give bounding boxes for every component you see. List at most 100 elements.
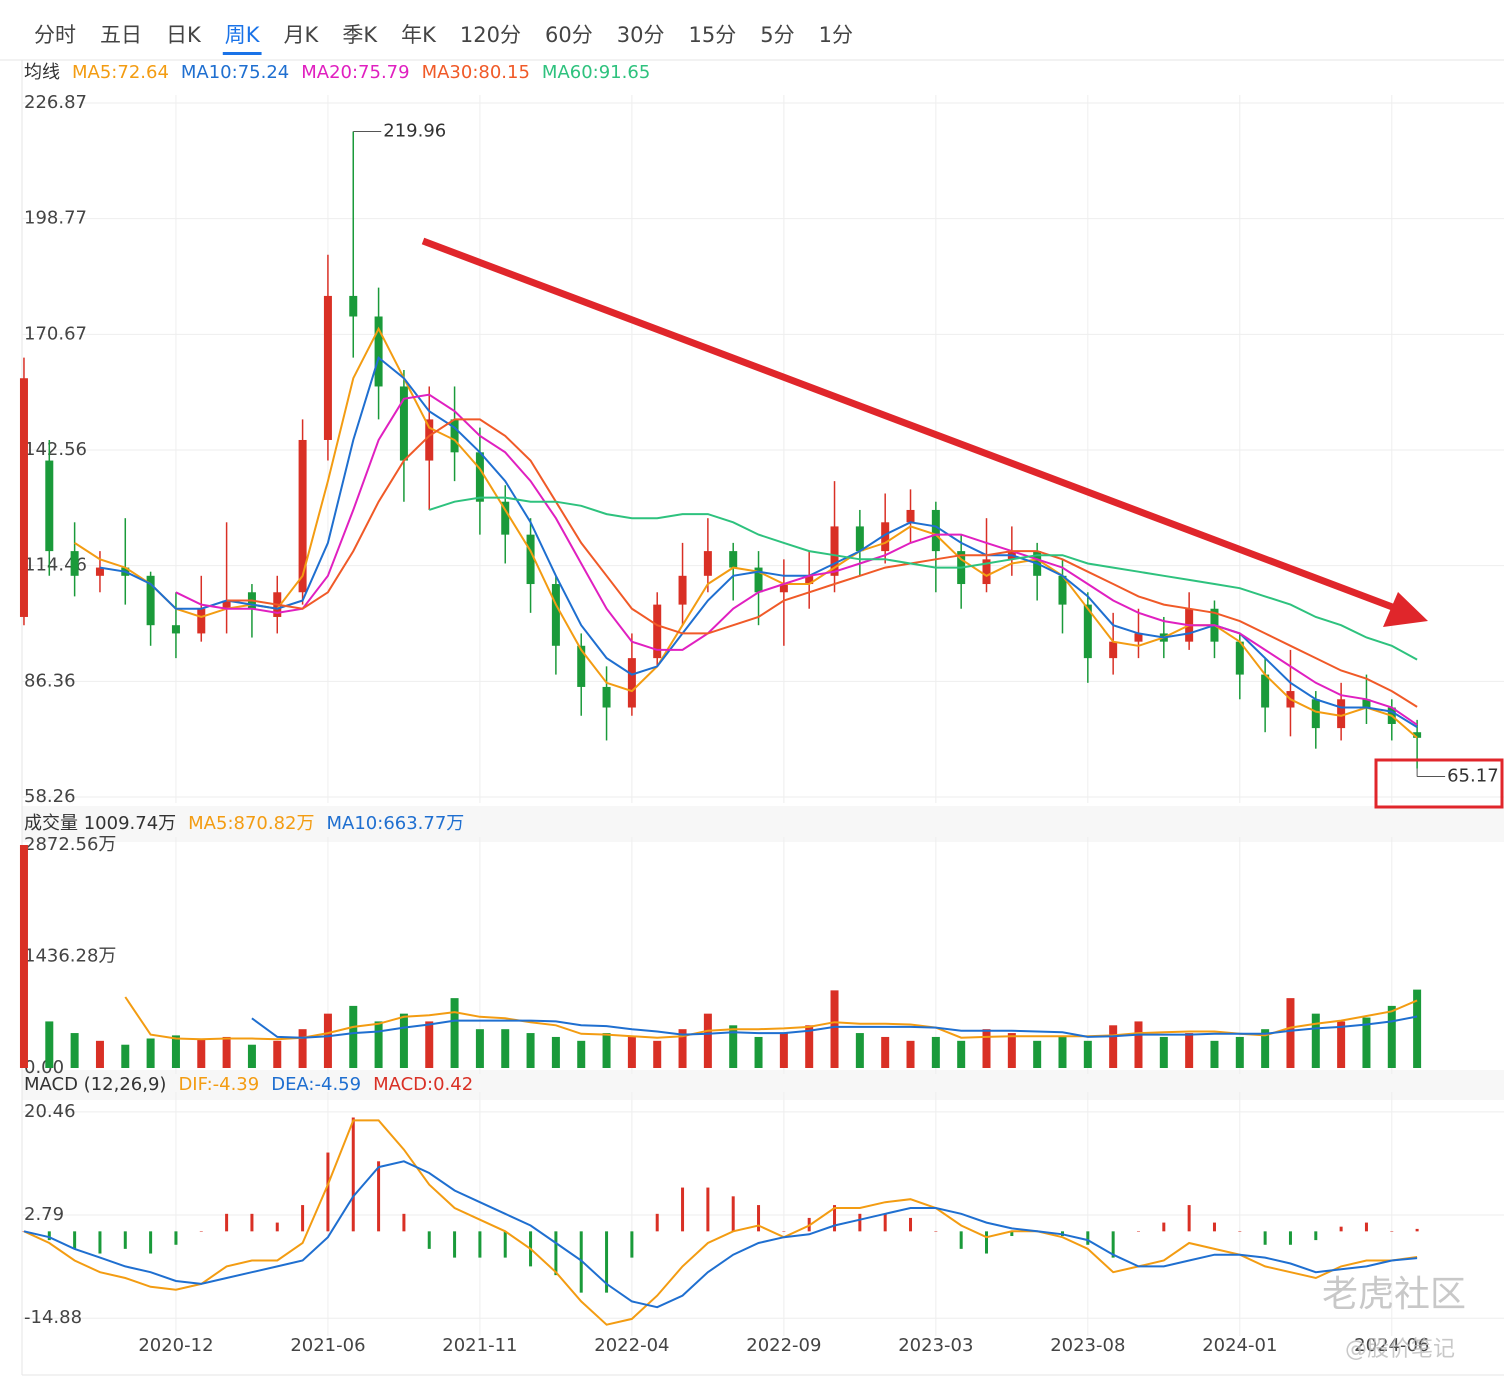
period-tab[interactable]: 15分 xyxy=(688,23,736,47)
macd-bar xyxy=(503,1231,507,1258)
x-tick-label: 2021-06 xyxy=(290,1335,365,1356)
ma-line xyxy=(428,496,1418,661)
y-tick-label: -14.88 xyxy=(24,1307,82,1328)
x-tick-label: 2021-11 xyxy=(442,1335,517,1356)
macd-bar xyxy=(681,1187,685,1232)
volume-bar xyxy=(678,1029,687,1068)
y-tick-label: 1436.28万 xyxy=(24,946,116,967)
period-tab[interactable]: 周K xyxy=(225,23,261,47)
macd-bar xyxy=(351,1117,355,1232)
legend-entry: MA10:75.24 xyxy=(181,62,289,83)
ma-line xyxy=(23,1160,1418,1309)
candle-body xyxy=(805,575,814,585)
macd-bar xyxy=(757,1205,761,1232)
volume-bar xyxy=(1159,1036,1168,1068)
volume-bar xyxy=(1210,1040,1219,1068)
macd-bar xyxy=(1111,1231,1115,1258)
candle-body xyxy=(602,686,611,708)
volume-bar xyxy=(729,1025,738,1068)
period-tab[interactable]: 1分 xyxy=(819,23,853,47)
volume-bar xyxy=(501,1029,510,1068)
period-tab[interactable]: 120分 xyxy=(460,23,521,47)
legend-entry: MA5:72.64 xyxy=(72,62,169,83)
x-tick-label: 2024-01 xyxy=(1202,1335,1277,1356)
ma-line xyxy=(23,1119,1418,1326)
volume-bar xyxy=(1311,1013,1320,1068)
legend-entry: DIF:-4.39 xyxy=(178,1074,259,1095)
candle-body xyxy=(881,522,890,552)
legend-entry: MA10:663.77万 xyxy=(327,813,465,834)
period-tab[interactable]: 5分 xyxy=(760,23,794,47)
legend-entry: MA30:80.15 xyxy=(422,62,530,83)
macd-bar xyxy=(453,1231,457,1258)
candle-body xyxy=(1362,699,1371,708)
volume-bar xyxy=(577,1040,586,1068)
period-tab[interactable]: 日K xyxy=(166,23,202,47)
candle-body xyxy=(526,534,535,585)
ma-line xyxy=(99,355,1418,728)
period-tab[interactable]: 月K xyxy=(284,23,320,47)
macd-bar xyxy=(630,1231,634,1258)
macd-bar xyxy=(833,1205,837,1232)
macd-bar xyxy=(883,1213,887,1232)
candle-body xyxy=(1261,674,1270,708)
y-tick-label: 170.67 xyxy=(24,323,87,344)
y-tick-label: 142.56 xyxy=(24,439,87,460)
macd-bar xyxy=(934,1231,938,1232)
volume-bar xyxy=(1413,989,1422,1068)
macd-bar xyxy=(98,1231,102,1254)
volume-bar xyxy=(374,1021,383,1068)
active-tab-underline xyxy=(222,52,262,55)
candle-body xyxy=(298,439,307,593)
period-tab[interactable]: 分时 xyxy=(34,23,76,47)
macd-bar xyxy=(1162,1222,1166,1232)
volume-bar xyxy=(146,1038,155,1068)
y-tick-label: 86.36 xyxy=(24,670,76,691)
x-tick-label: 2023-08 xyxy=(1050,1335,1125,1356)
volume-header-band xyxy=(22,806,1504,842)
candle-body xyxy=(703,551,712,576)
candle-body xyxy=(577,645,586,687)
y-tick-label: 2.79 xyxy=(24,1204,64,1225)
volume-bar xyxy=(222,1036,231,1068)
x-tick-label: 2022-09 xyxy=(746,1335,821,1356)
trend-arrow-head xyxy=(1383,592,1428,627)
macd-bar xyxy=(301,1205,305,1232)
candle-body xyxy=(45,460,54,552)
volume-bar xyxy=(779,1033,788,1068)
period-tab[interactable]: 季K xyxy=(342,23,378,47)
volume-bar xyxy=(399,1013,408,1068)
y-tick-label: 198.77 xyxy=(24,208,87,229)
period-tab[interactable]: 五日 xyxy=(100,23,142,47)
macd-bar xyxy=(731,1196,735,1232)
watermark-logo: 老虎社区 xyxy=(1322,1274,1466,1315)
volume-bar xyxy=(881,1036,890,1068)
candle-body xyxy=(931,509,940,552)
candle-body xyxy=(197,608,206,634)
period-tab[interactable]: 60分 xyxy=(545,23,593,47)
ma-line xyxy=(124,996,1418,1041)
volume-bar xyxy=(95,1040,104,1068)
macd-bar xyxy=(1314,1231,1318,1241)
macd-bar xyxy=(1288,1231,1292,1245)
macd-bar xyxy=(174,1231,178,1245)
y-tick-label: 226.87 xyxy=(24,92,87,113)
macd-bar xyxy=(275,1222,279,1232)
volume-bar xyxy=(1058,1036,1067,1068)
period-tab[interactable]: 年K xyxy=(401,23,437,47)
candle-body xyxy=(450,419,459,453)
volume-bar xyxy=(1134,1021,1143,1068)
candle-body xyxy=(374,316,383,387)
volume-bar xyxy=(1235,1036,1244,1068)
min-label: 65.17 xyxy=(1447,766,1499,787)
macd-bar xyxy=(782,1231,786,1232)
legend-entry: MA60:91.65 xyxy=(542,62,650,83)
macd-bar xyxy=(1187,1205,1191,1232)
period-tab[interactable]: 30分 xyxy=(617,23,665,47)
macd-bar xyxy=(909,1217,913,1232)
macd-bar xyxy=(985,1231,989,1254)
watermark-author: @股价笔记 xyxy=(1345,1337,1455,1362)
macd-bar xyxy=(427,1231,431,1249)
macd-bar xyxy=(47,1231,51,1241)
y-tick-label: 0.00 xyxy=(24,1057,64,1078)
